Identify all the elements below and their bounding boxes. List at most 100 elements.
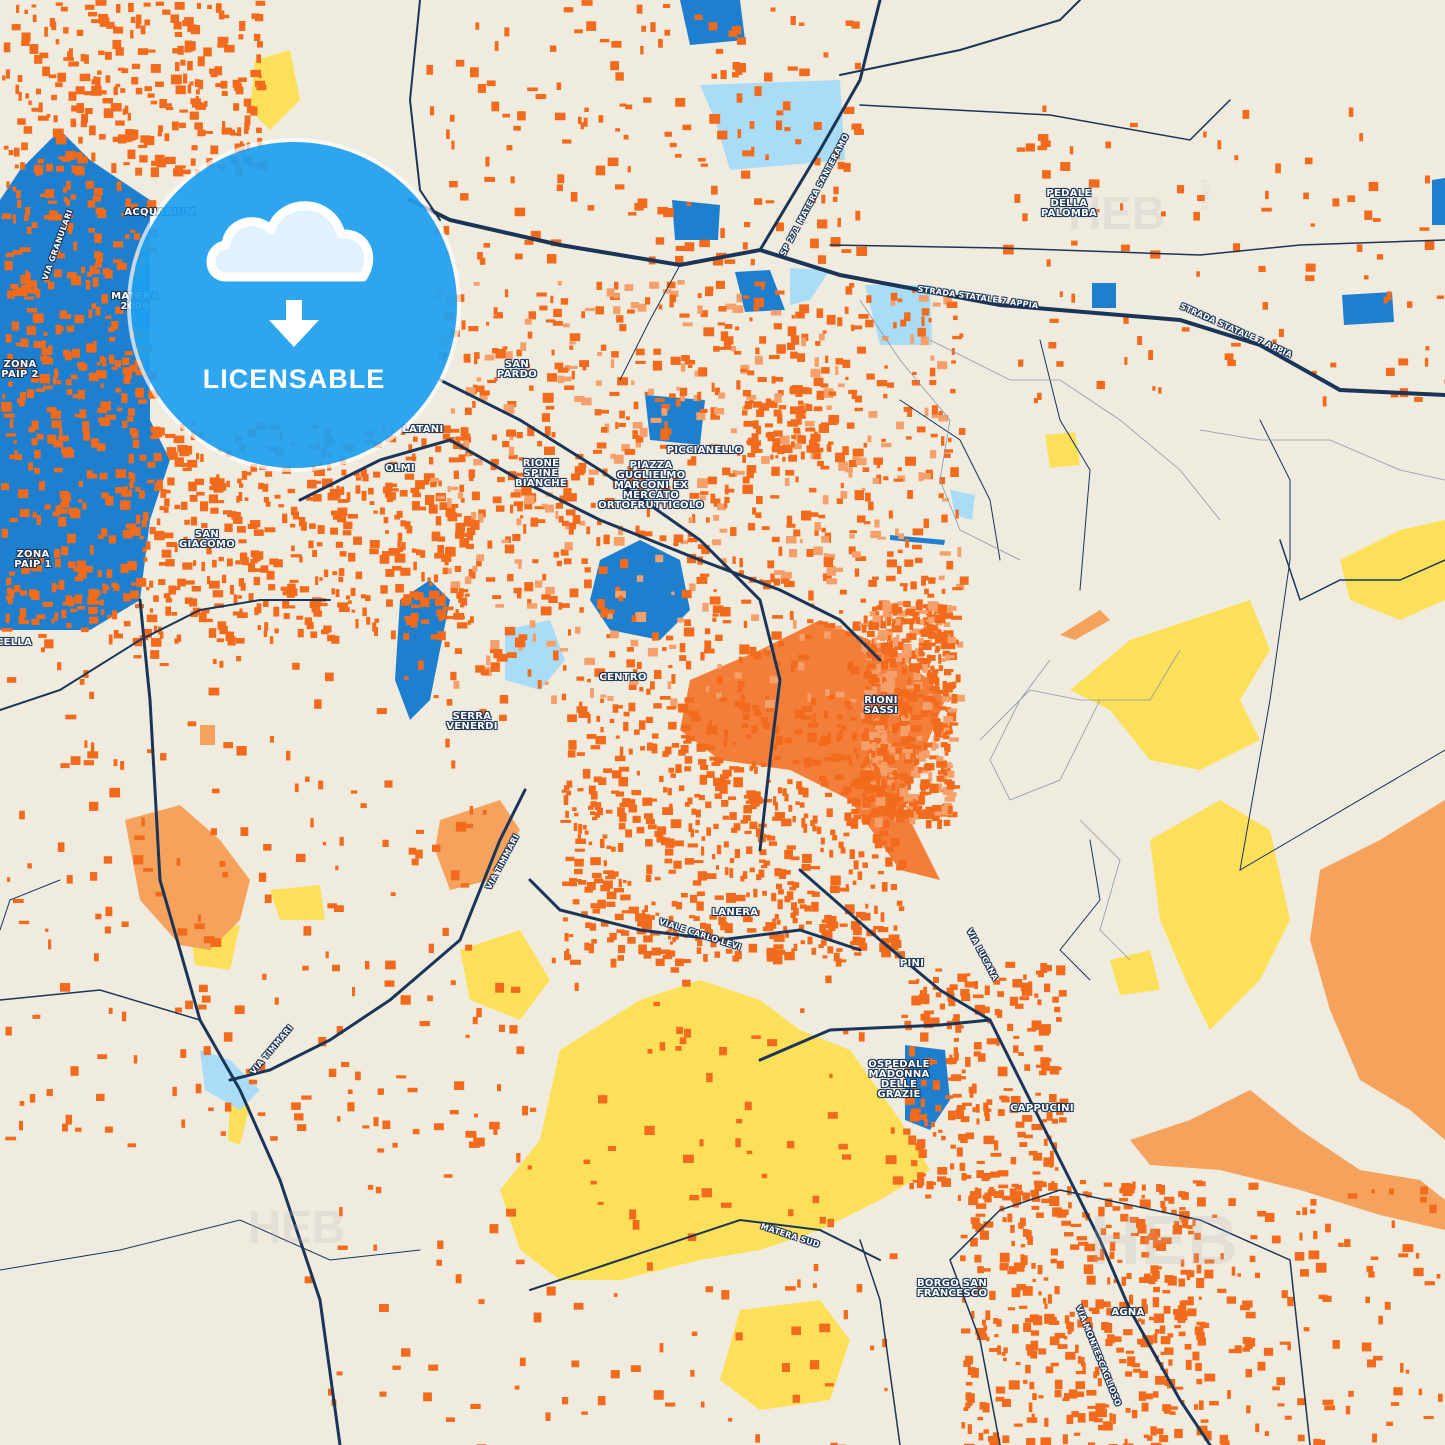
building	[1294, 1252, 1305, 1261]
building	[1322, 1295, 1332, 1302]
building	[845, 286, 853, 295]
building	[85, 180, 94, 189]
building	[212, 658, 217, 665]
building	[974, 1187, 979, 1196]
building	[903, 583, 908, 592]
building	[613, 537, 625, 546]
building	[960, 1134, 968, 1144]
building	[524, 318, 532, 325]
building	[1153, 1266, 1162, 1270]
building	[557, 375, 564, 384]
building	[825, 689, 830, 696]
building	[1153, 1333, 1158, 1344]
building	[51, 94, 58, 101]
building	[584, 657, 596, 665]
building	[165, 106, 174, 111]
building	[554, 362, 564, 370]
building	[989, 1290, 996, 1300]
building	[63, 57, 74, 61]
building	[13, 147, 20, 157]
building	[166, 541, 177, 548]
building	[827, 946, 834, 954]
building	[669, 298, 674, 308]
building	[308, 540, 314, 549]
building	[66, 623, 72, 628]
road	[408, 0, 441, 221]
building	[198, 613, 207, 623]
building	[290, 554, 302, 558]
building	[836, 724, 842, 728]
building	[927, 693, 933, 698]
building	[187, 459, 198, 468]
building	[394, 553, 406, 563]
building	[1009, 1109, 1019, 1113]
building	[667, 681, 672, 690]
building	[512, 533, 521, 542]
building	[634, 729, 640, 735]
building	[659, 1343, 664, 1353]
building	[597, 899, 606, 909]
building	[596, 281, 603, 290]
building	[914, 766, 919, 771]
building	[1368, 1271, 1375, 1278]
building	[57, 842, 65, 852]
building	[173, 435, 185, 444]
building	[819, 1216, 826, 1224]
building	[821, 919, 829, 924]
building	[1297, 1434, 1305, 1442]
building	[816, 308, 824, 318]
building	[573, 878, 582, 882]
building	[1322, 1399, 1334, 1405]
building	[620, 930, 630, 936]
building	[925, 809, 935, 819]
building	[967, 1367, 976, 1376]
building	[553, 551, 560, 558]
building	[518, 634, 528, 641]
building	[619, 103, 627, 107]
building	[479, 394, 488, 401]
building	[40, 374, 50, 384]
building	[696, 901, 704, 911]
building	[930, 717, 940, 724]
building	[314, 699, 322, 709]
building	[623, 879, 627, 884]
building	[664, 421, 668, 430]
building	[817, 460, 824, 467]
building	[846, 422, 855, 429]
building	[485, 577, 496, 582]
building	[818, 424, 829, 433]
building	[672, 926, 677, 935]
building	[83, 760, 95, 766]
building	[589, 923, 597, 931]
building	[614, 281, 619, 290]
place-label: SERRA VENERDI	[446, 711, 498, 732]
building	[1249, 1255, 1256, 1263]
building	[701, 846, 705, 856]
building	[625, 104, 633, 110]
building	[87, 200, 96, 208]
building	[714, 387, 720, 396]
building	[893, 802, 898, 807]
building	[918, 646, 924, 656]
building	[697, 478, 708, 489]
building	[933, 725, 944, 732]
building	[868, 721, 876, 725]
building	[597, 1201, 604, 1205]
building	[16, 4, 20, 13]
building	[1237, 1273, 1241, 1277]
licensable-badge[interactable]: LICENSABLE	[131, 142, 457, 468]
building	[989, 1347, 1000, 1352]
building	[568, 740, 577, 750]
building	[1049, 1094, 1057, 1103]
building	[103, 856, 113, 864]
building	[1275, 163, 1281, 174]
building	[445, 547, 456, 557]
building	[645, 716, 654, 724]
building	[268, 584, 276, 591]
building	[934, 677, 940, 687]
building	[882, 1338, 888, 1348]
road	[859, 99, 1231, 141]
building	[1010, 1224, 1015, 1233]
building	[59, 983, 71, 992]
